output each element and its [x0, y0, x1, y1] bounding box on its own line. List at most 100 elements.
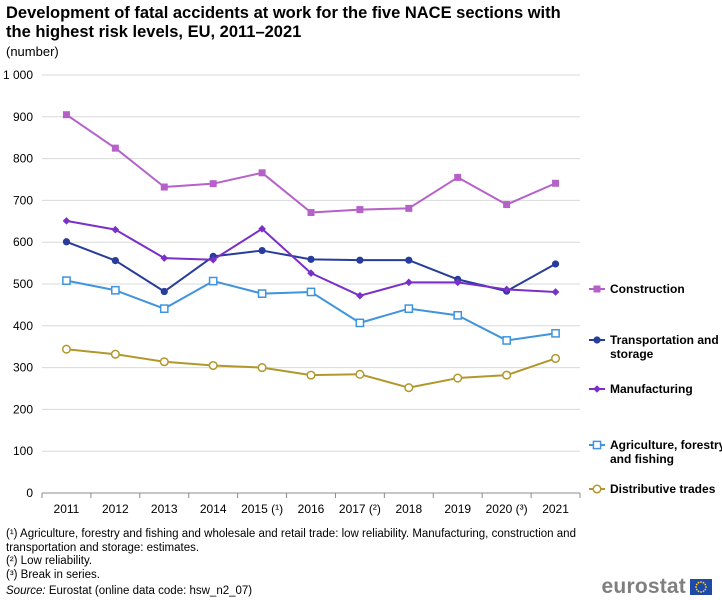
x-tick-label: 2014 [200, 502, 227, 516]
y-tick-label: 900 [13, 110, 33, 124]
legend-label: Manufacturing [610, 382, 693, 396]
source-line: Source: Eurostat (online data code: hsw_… [6, 584, 252, 598]
data-point [453, 311, 463, 320]
data-point [159, 304, 169, 314]
eu-flag-icon [690, 579, 712, 595]
x-tick-label: 2021 [542, 502, 569, 516]
legend-label: Construction [610, 282, 685, 296]
data-point [208, 276, 218, 286]
data-point [502, 336, 511, 345]
y-tick-label: 600 [13, 235, 33, 249]
y-axis: 0 100 200 300 400 500 600 700 800 900 1 000 [3, 68, 33, 500]
logo-text: eurostat [601, 575, 686, 598]
data-point [552, 179, 560, 187]
x-tick-label: 2018 [395, 502, 422, 516]
gridlines [42, 74, 580, 452]
data-point [307, 209, 315, 217]
y-tick-label: 200 [13, 402, 33, 416]
series-line [65, 113, 556, 214]
data-point [502, 370, 512, 380]
legend-item-2: Manufacturing [589, 382, 693, 396]
data-point [356, 291, 364, 300]
x-tick-label: 2017 (²) [339, 502, 381, 516]
legend-item-0: Construction [589, 282, 685, 296]
data-point [453, 373, 463, 383]
data-point [160, 254, 169, 262]
data-point [355, 318, 365, 328]
legend-swatch-marker [592, 440, 602, 450]
data-point [61, 344, 72, 354]
x-tick-label: 2016 [298, 502, 325, 516]
data-point [111, 144, 119, 152]
data-point [111, 225, 120, 234]
data-point [453, 278, 462, 287]
y-tick-label: 800 [13, 152, 33, 166]
data-point [551, 260, 560, 268]
source-text: Eurostat (online data code: hsw_n2_07) [45, 585, 253, 597]
series-3 [62, 276, 560, 345]
y-tick-label: 0 [26, 486, 33, 500]
legend-swatch-marker [593, 385, 601, 393]
legend-swatch-marker [592, 484, 602, 494]
x-tick-label: 2013 [151, 502, 178, 516]
legend-label: Transportation and [610, 333, 719, 347]
footnote-3: (³) Break in series. [6, 569, 100, 581]
data-point [209, 255, 217, 264]
data-point [405, 204, 413, 212]
x-tick-label: 2019 [444, 502, 471, 516]
data-point [502, 285, 511, 294]
data-point [257, 289, 267, 298]
data-point [258, 169, 266, 177]
data-point [404, 383, 414, 393]
legend-label: Agriculture, forestry [610, 438, 722, 452]
data-point [306, 370, 316, 380]
x-tick-label: 2015 (¹) [241, 502, 283, 516]
data-point [405, 278, 413, 287]
data-point [159, 357, 169, 367]
data-point [160, 183, 168, 191]
series-line [66, 348, 556, 389]
series-lines [61, 111, 561, 393]
data-point [454, 173, 462, 181]
data-point [62, 238, 71, 246]
chart-title: Development of fatal accidents at work f… [6, 4, 561, 41]
data-point [306, 287, 316, 297]
y-tick-label: 500 [13, 277, 33, 291]
series-2 [62, 217, 560, 300]
data-point [404, 304, 414, 314]
x-tick-label: 2012 [102, 502, 129, 516]
data-point [356, 256, 364, 264]
data-point [258, 246, 266, 255]
y-tick-label: 300 [13, 361, 33, 375]
data-point [307, 255, 315, 263]
data-point [62, 276, 71, 286]
y-tick-label: 1 000 [3, 68, 33, 82]
data-point [356, 206, 364, 214]
legend-label: Distributive trades [610, 482, 716, 496]
y-tick-label: 100 [13, 444, 33, 458]
data-point [208, 360, 218, 371]
data-point [62, 217, 71, 225]
x-tick-label: 2020 (³) [486, 502, 528, 516]
data-point [355, 369, 365, 379]
chart-subtitle: (number) [6, 44, 59, 59]
data-point [110, 349, 120, 359]
data-point [62, 111, 70, 119]
legend-swatch-marker [593, 285, 601, 293]
legend-swatch-marker [593, 336, 601, 344]
legend-label: and fishing [610, 452, 674, 466]
source-label: Source: [6, 585, 46, 597]
series-0 [62, 111, 560, 217]
data-point [111, 285, 120, 295]
x-axis: 2011 2012 2013 2014 2015 (¹) 2016 2017 (²) 2018… [41, 492, 581, 516]
data-point [307, 269, 315, 277]
footnote-1: (¹) Agriculture, forestry and fishing an… [6, 528, 576, 554]
data-point [160, 287, 168, 296]
y-tick-label: 400 [13, 319, 33, 333]
eurostat-logo: eurostat [602, 575, 712, 599]
legend-item-4: Distributive trades [589, 482, 716, 496]
